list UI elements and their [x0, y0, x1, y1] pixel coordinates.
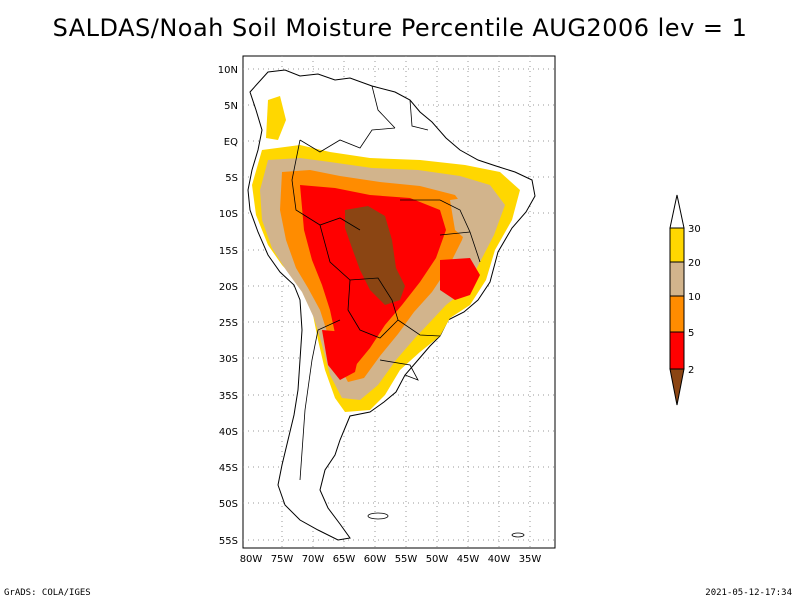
lat-label: 45S: [219, 463, 238, 474]
footer-timestamp: 2021-05-12-17:34: [705, 588, 792, 598]
lon-label: 70W: [302, 554, 325, 565]
lat-label: 40S: [219, 427, 238, 438]
legend-label: 10: [688, 292, 701, 303]
lon-label: 75W: [271, 554, 294, 565]
color-legend: [669, 194, 685, 406]
lon-label: 65W: [333, 554, 356, 565]
lat-label: 30S: [219, 354, 238, 365]
map-title: SALDAS/Noah Soil Moisture Percentile AUG…: [52, 14, 748, 42]
footer-credit: GrADS: COLA/IGES: [4, 588, 91, 598]
lon-label: 50W: [426, 554, 449, 565]
legend-swatch: [669, 194, 685, 229]
lat-label: 35S: [219, 391, 238, 402]
lon-label: 40W: [488, 554, 511, 565]
lat-label: 25S: [219, 318, 238, 329]
lat-label: 5S: [225, 173, 238, 184]
moisture-field: [252, 96, 520, 412]
islands: [367, 512, 525, 538]
legend-label: 30: [688, 224, 701, 235]
lat-label: 20S: [219, 282, 238, 293]
lat-label: 5N: [224, 101, 238, 112]
map-frame: [242, 55, 556, 549]
lon-label: 45W: [457, 554, 480, 565]
legend-swatch: [669, 295, 685, 333]
legend-swatch: [669, 331, 685, 370]
legend-swatch: [669, 227, 685, 263]
legend-label: 20: [688, 258, 701, 269]
lon-label: 60W: [364, 554, 387, 565]
lat-label: 10N: [218, 65, 238, 76]
country-borders: [291, 85, 481, 481]
lat-label: 10S: [219, 209, 238, 220]
lat-label: 50S: [219, 499, 238, 510]
lon-axis: 80W 75W 70W 65W 60W 55W 50W 45W 40W 35W: [240, 554, 542, 565]
lat-label: 15S: [219, 246, 238, 257]
legend-labels: 30 20 10 5 2: [688, 224, 701, 376]
lon-label: 35W: [519, 554, 542, 565]
lon-label: 55W: [395, 554, 418, 565]
legend-label: 2: [688, 365, 694, 376]
lat-axis: 10N 5N EQ 5S 10S 15S 20S 25S 30S 35S 40S…: [218, 65, 238, 547]
legend-swatch: [669, 368, 685, 406]
lat-label: EQ: [224, 137, 238, 148]
lon-label: 80W: [240, 554, 263, 565]
lat-label: 55S: [219, 536, 238, 547]
legend-label: 5: [688, 328, 694, 339]
legend-swatch: [669, 261, 685, 297]
